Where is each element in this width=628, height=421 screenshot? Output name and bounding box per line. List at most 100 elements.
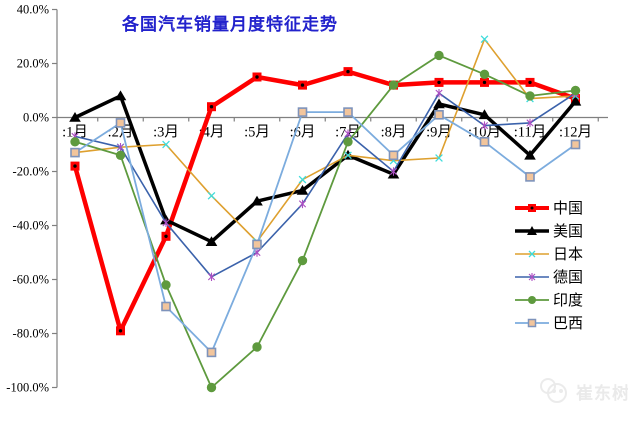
legend-item-germany: 德国 [514,265,583,288]
marker-usa [296,184,309,195]
marker-brazil [388,150,399,161]
marker-india [570,85,581,96]
marker-usa [478,109,491,120]
y-axis-label: -60.0% [13,273,49,287]
marker-japan [344,151,352,160]
marker-usa [569,95,582,106]
marker-dot-china [255,75,259,79]
watermark: 崔东树 [536,376,628,406]
marker-india [115,150,126,161]
marker-brazil [70,147,80,158]
legend-label-china: 中国 [553,201,584,217]
legend-swatch-usa [515,225,549,235]
marker-usa [114,90,127,101]
marker-dot-china [209,105,214,109]
legend-label-japan: 日本 [553,247,584,263]
x-axis-label: :2月 [108,125,134,141]
legend-swatch-japan [515,250,549,257]
marker-germany [344,129,352,138]
x-axis-label: :11月 [514,125,547,141]
marker-usa [524,149,536,160]
series-line-usa [73,94,578,244]
marker-germany [162,218,170,227]
marker-brazil [161,301,171,312]
legend-label-india: 印度 [553,293,584,309]
marker-dot-china [118,329,123,333]
marker-usa [251,195,263,206]
marker-germany [207,272,216,281]
marker-india [161,280,171,290]
marker-india [252,342,262,352]
marker-brazil [252,239,262,250]
watermark-text: 崔东树 [576,383,628,403]
marker-india [297,255,308,266]
marker-germany [480,121,489,130]
marker-dot-china [300,83,305,87]
marker-dot-china [346,69,350,74]
marker-dot-china [164,234,168,238]
marker-japan [435,154,443,162]
marker-japan [162,140,170,149]
marker-brazil [434,110,444,120]
x-axis-label: :9月 [426,125,452,141]
y-axis-label: -80.0% [13,327,49,341]
marker-germany [116,143,125,152]
legend-swatch-china [515,203,549,212]
y-axis-label: 0.0% [23,111,49,125]
legend-swatch-brazil [515,318,549,327]
y-axis-label: 20.0% [17,57,49,71]
marker-brazil [343,107,353,117]
legend-item-japan: 日本 [514,242,583,265]
x-axis-label: :12月 [559,125,592,141]
marker-japan [298,175,307,184]
y-axis-label: 40.0% [17,3,49,17]
legend-label-brazil: 巴西 [553,316,584,332]
marker-india [206,382,217,393]
legend: 中国美国日本德国印度巴西 [514,196,583,334]
legend-label-usa: 美国 [553,224,584,240]
marker-usa [205,236,218,246]
series-line-germany [74,92,577,278]
x-axis-label: :8月 [381,125,407,141]
marker-dot-china [528,80,532,85]
marker-brazil [525,172,535,182]
marker-germany [389,167,398,176]
marker-japan [207,191,216,200]
x-axis-label: :3月 [153,125,179,141]
marker-usa [69,112,81,122]
series-line-china [72,69,578,334]
marker-brazil [206,347,217,358]
legend-swatch-india [515,295,549,304]
legend-item-china: 中国 [514,196,583,219]
marker-usa [433,98,445,109]
legend-label-germany: 德国 [553,270,584,286]
y-axis-label: -40.0% [13,219,49,233]
marker-india [525,91,535,101]
marker-brazil [479,137,490,147]
marker-dot-china [73,164,77,168]
panda-logo-icon [540,378,567,403]
y-axis-label: -100.0% [6,381,49,395]
marker-germany [298,199,307,209]
legend-item-usa: 美国 [514,219,583,242]
marker-dot-china [437,80,441,85]
series-line-india [74,54,577,389]
marker-dot-china [482,80,487,85]
chart-title: 各国汽车销量月度特征走势 [122,15,338,34]
marker-brazil [570,139,581,150]
marker-germany [526,118,534,128]
marker-japan [480,35,489,44]
marker-india [343,137,353,147]
y-axis-label: -20.0% [13,165,49,179]
legend-item-brazil: 巴西 [514,311,583,334]
marker-india [70,137,80,147]
marker-brazil [115,118,126,128]
marker-india [388,80,399,90]
marker-india [434,50,444,61]
legend-item-india: 印度 [514,288,583,311]
marker-india [479,69,490,80]
marker-brazil [297,107,308,117]
marker-germany [435,89,443,98]
